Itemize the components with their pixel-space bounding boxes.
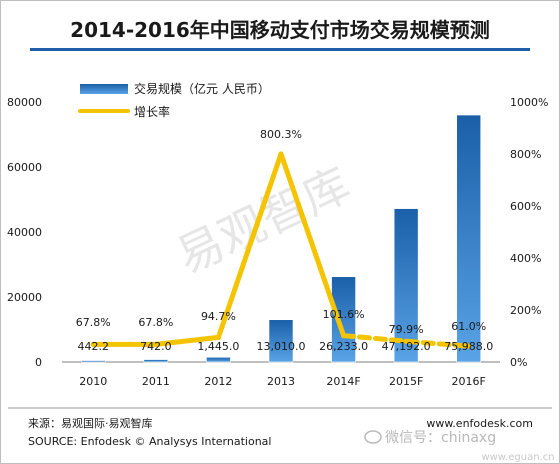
line-value-labels: 67.8% 67.8% 94.7% 800.3% 101.6% 79.9% 61.0% xyxy=(76,128,486,336)
growth-value-label: 67.8% xyxy=(138,316,173,329)
bar-2011 xyxy=(143,359,169,363)
bar-value-label: 47,192.0 xyxy=(382,340,431,353)
x-axis: 2010 2011 2012 2013 2014F 2015F 2016F xyxy=(79,375,486,388)
bar-series xyxy=(80,114,482,363)
legend-bar-swatch xyxy=(80,84,128,94)
bar-value-labels: 442.2 742.0 1,445.0 13,010.0 26,233.0 47,192.… xyxy=(78,340,494,353)
x-tick-label: 2014F xyxy=(326,375,360,388)
y-left-tick-label: 0 xyxy=(35,356,42,369)
growth-value-label: 94.7% xyxy=(201,310,236,323)
growth-point-2016F xyxy=(466,343,472,349)
bar-value-label: 442.2 xyxy=(78,340,110,353)
bar-2016F xyxy=(456,114,482,363)
growth-point-2015F xyxy=(403,338,409,344)
growth-point-2012 xyxy=(215,334,222,340)
y-right-tick-label: 800% xyxy=(510,148,541,161)
bar-value-label: 1,445.0 xyxy=(197,340,239,353)
growth-value-label: 61.0% xyxy=(451,320,486,333)
bar-value-label: 75,988.0 xyxy=(444,340,493,353)
x-tick-label: 2011 xyxy=(142,375,170,388)
x-tick-label: 2015F xyxy=(389,375,423,388)
wechat-watermark: 微信号：chinaxg www.eguan.cn xyxy=(364,430,555,463)
source-cn: 来源：易观国际·易观智库 xyxy=(28,416,153,430)
growth-point-2011 xyxy=(153,341,159,347)
bar-2013 xyxy=(268,319,294,363)
y-right-tick-label: 200% xyxy=(510,304,541,317)
bar-value-label: 26,233.0 xyxy=(319,340,368,353)
legend-bar-label: 交易规模（亿元 人民币） xyxy=(134,81,270,96)
x-tick-label: 2012 xyxy=(204,375,232,388)
bar-2010 xyxy=(80,360,106,363)
website: www.enfodesk.com xyxy=(426,417,533,430)
growth-value-label: 67.8% xyxy=(76,316,111,329)
bar-value-label: 13,010.0 xyxy=(257,340,306,353)
bar-2015F xyxy=(393,208,419,363)
watermark-text: 易观智库 xyxy=(168,157,358,284)
chart-title: 2014-2016年中国移动支付市场交易规模预测 xyxy=(70,18,490,42)
legend: 交易规模（亿元 人民币） 增长率 xyxy=(78,81,270,119)
y-left-tick-label: 40000 xyxy=(7,226,42,239)
wechat-icon xyxy=(364,430,382,444)
source-en: SOURCE: Enfodesk © Analysys Internationa… xyxy=(28,435,271,448)
y-right-axis: 0% 200% 400% 600% 800% 1000% xyxy=(510,96,548,369)
bar-value-label: 742.0 xyxy=(140,340,172,353)
growth-value-label: 79.9% xyxy=(389,323,424,336)
x-tick-label: 2010 xyxy=(79,375,107,388)
legend-line-label: 增长率 xyxy=(134,104,170,119)
line-series xyxy=(90,151,472,349)
x-tick-label: 2013 xyxy=(267,375,295,388)
growth-point-2010 xyxy=(90,341,96,347)
site-watermark: www.eguan.cn xyxy=(481,452,554,463)
growth-value-label: 800.3% xyxy=(260,128,302,141)
y-left-tick-label: 60000 xyxy=(7,161,42,174)
x-tick-label: 2016F xyxy=(452,375,486,388)
y-right-tick-label: 600% xyxy=(510,200,541,213)
y-right-tick-label: 400% xyxy=(510,252,541,265)
y-right-tick-label: 0% xyxy=(510,356,527,369)
wechat-watermark-text: 微信号：chinaxg xyxy=(385,430,496,446)
y-left-tick-label: 20000 xyxy=(7,291,42,304)
growth-value-label: 101.6% xyxy=(323,308,365,321)
bar-2012 xyxy=(206,357,231,363)
title-underline xyxy=(30,48,530,51)
growth-point-2013 xyxy=(278,151,284,157)
y-left-axis: 0 20000 40000 60000 80000 xyxy=(7,96,42,369)
y-right-tick-label: 1000% xyxy=(510,96,548,109)
growth-point-2014F xyxy=(340,332,347,339)
y-left-tick-label: 80000 xyxy=(7,96,42,109)
